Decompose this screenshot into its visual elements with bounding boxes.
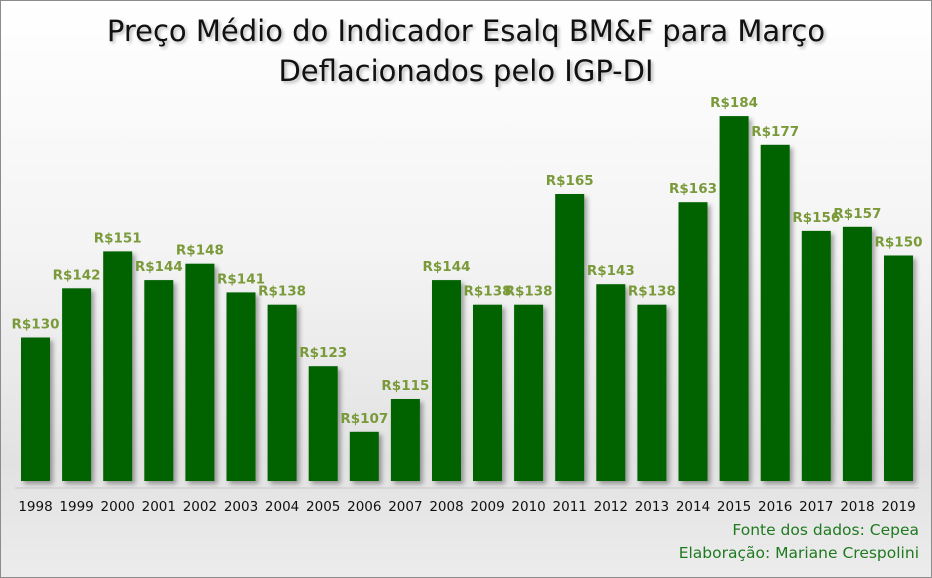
- bar-2019: [884, 255, 913, 481]
- bar-2004: [267, 304, 297, 481]
- x-tick-2007: 2007: [388, 499, 422, 515]
- bar-2000: [103, 251, 133, 481]
- chart-title-block: Preço Médio do Indicador Esalq BM&F para…: [1, 11, 931, 91]
- data-label-2014: R$163: [669, 181, 717, 197]
- author-note: Elaboração: Mariane Crespolini: [678, 544, 919, 562]
- bar-2001: [144, 280, 174, 481]
- bar-2017: [801, 230, 831, 481]
- data-label-2013: R$138: [628, 284, 676, 300]
- data-label-2006: R$107: [340, 411, 388, 427]
- x-tick-1998: 1998: [18, 499, 52, 515]
- x-tick-2006: 2006: [347, 499, 381, 515]
- x-tick-2000: 2000: [101, 499, 135, 515]
- bar-2010: [514, 304, 544, 481]
- x-tick-2001: 2001: [142, 499, 176, 515]
- data-label-2008: R$144: [423, 259, 471, 275]
- bar-2009: [473, 304, 502, 481]
- x-tick-2019: 2019: [881, 499, 915, 515]
- bar-1998: [21, 337, 50, 481]
- x-tick-2017: 2017: [799, 499, 833, 515]
- data-label-2005: R$123: [299, 345, 347, 361]
- data-label-2018: R$157: [833, 206, 881, 222]
- bar-2003: [226, 292, 256, 481]
- bar-2018: [842, 226, 872, 481]
- data-label-2003: R$141: [217, 271, 265, 287]
- bar-2007: [390, 399, 420, 481]
- bar-2008: [432, 280, 461, 481]
- x-tick-2012: 2012: [594, 499, 628, 515]
- data-label-2015: R$184: [710, 95, 758, 111]
- bar-2002: [185, 263, 215, 481]
- bar-2005: [308, 366, 338, 481]
- x-tick-2004: 2004: [265, 499, 299, 515]
- bar-1999: [62, 288, 92, 481]
- x-tick-2009: 2009: [470, 499, 504, 515]
- data-label-2002: R$148: [176, 243, 224, 259]
- x-tick-2011: 2011: [553, 499, 587, 515]
- data-label-2000: R$151: [94, 230, 142, 246]
- x-tick-2015: 2015: [717, 499, 751, 515]
- bar-2013: [637, 304, 667, 481]
- x-tick-2010: 2010: [511, 499, 545, 515]
- data-label-2019: R$150: [875, 235, 923, 251]
- data-label-2012: R$143: [587, 263, 635, 279]
- x-tick-2018: 2018: [840, 499, 874, 515]
- bar-2015: [719, 116, 749, 481]
- data-label-1998: R$130: [12, 317, 60, 333]
- data-label-2009: R$138: [464, 284, 512, 300]
- x-tick-2003: 2003: [224, 499, 258, 515]
- source-note: Fonte dos dados: Cepea: [732, 521, 919, 539]
- data-label-1999: R$142: [53, 267, 101, 283]
- chart-subtitle: Deflacionados pelo IGP-DI: [278, 54, 654, 88]
- x-tick-1999: 1999: [59, 499, 93, 515]
- data-label-2017: R$156: [792, 210, 840, 226]
- bar-2006: [349, 431, 379, 481]
- data-label-2011: R$165: [546, 173, 594, 189]
- data-label-2010: R$138: [505, 284, 553, 300]
- x-tick-2008: 2008: [429, 499, 463, 515]
- bar-2016: [760, 144, 790, 482]
- x-tick-2014: 2014: [676, 499, 710, 515]
- bar-2012: [596, 284, 626, 481]
- bar-2014: [678, 202, 708, 481]
- x-tick-2016: 2016: [758, 499, 792, 515]
- bars-group: [21, 116, 913, 482]
- bar-2011: [555, 194, 585, 481]
- x-tick-2013: 2013: [635, 499, 669, 515]
- x-tick-labels-group: 1998 1999 2000 2001 2002 2003 2004 2005 2006 2007…: [18, 499, 915, 515]
- data-label-2004: R$138: [258, 284, 306, 300]
- data-label-2007: R$115: [381, 378, 429, 394]
- data-label-2001: R$144: [135, 259, 183, 275]
- chart-title: Preço Médio do Indicador Esalq BM&F para…: [106, 14, 826, 48]
- x-tick-2002: 2002: [183, 499, 217, 515]
- data-labels-group: R$130R$142R$151R$144R$148R$141R$138R$123…: [12, 95, 923, 427]
- x-tick-2005: 2005: [306, 499, 340, 515]
- data-label-2016: R$177: [751, 124, 799, 140]
